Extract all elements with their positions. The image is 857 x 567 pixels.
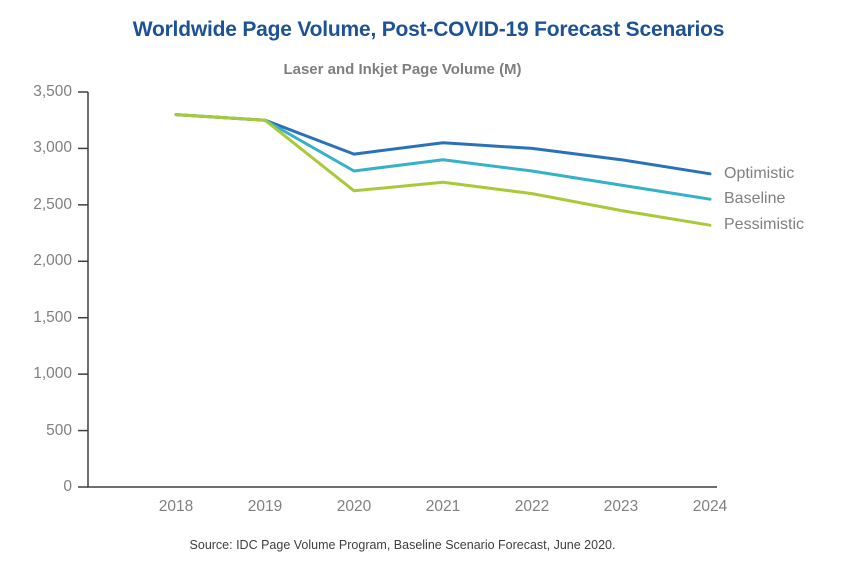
y-tick-label: 1,500	[33, 308, 72, 326]
legend-label-baseline: Baseline	[724, 190, 786, 208]
legend-label-pessimistic: Pessimistic	[724, 216, 805, 234]
y-tick-label: 1,000	[33, 365, 72, 383]
series-line-optimistic	[174, 113, 712, 176]
y-tick-label: 500	[46, 421, 72, 439]
chart-main-title: Worldwide Page Volume, Post-COVID-19 For…	[132, 18, 725, 41]
x-tick-label: 2018	[158, 498, 194, 515]
x-tick-label: 2023	[603, 498, 639, 515]
x-tick-label: 2020	[336, 498, 372, 515]
y-tick-label: 3,500	[33, 83, 72, 100]
x-tick-label: 2022	[514, 498, 550, 515]
series-line-baseline	[174, 113, 712, 201]
x-tick-label: 2024	[692, 498, 728, 515]
source-note: Source: IDC Page Volume Program, Baselin…	[189, 538, 616, 552]
axis-spine	[87, 92, 717, 488]
y-tick-label: 2,500	[33, 195, 72, 213]
y-tick-label: 0	[63, 478, 72, 495]
chart-subtitle: Laser and Inkjet Page Volume (M)	[283, 61, 522, 78]
legend-label-optimistic: Optimistic	[724, 164, 795, 182]
x-tick-label: 2019	[247, 498, 283, 515]
y-tick-label: 2,000	[33, 252, 72, 270]
x-tick-label: 2021	[425, 498, 461, 515]
y-tick-label: 3,000	[33, 139, 72, 157]
series-line-pessimistic	[174, 113, 712, 227]
